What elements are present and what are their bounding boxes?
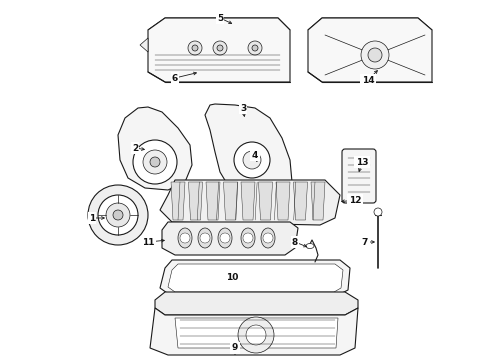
Polygon shape xyxy=(223,182,238,220)
Polygon shape xyxy=(150,308,358,355)
Text: 14: 14 xyxy=(362,76,374,85)
Ellipse shape xyxy=(241,228,255,248)
Circle shape xyxy=(106,203,130,227)
Circle shape xyxy=(188,41,202,55)
Polygon shape xyxy=(294,182,308,220)
Circle shape xyxy=(243,233,253,243)
Polygon shape xyxy=(206,182,220,220)
Circle shape xyxy=(361,41,389,69)
Polygon shape xyxy=(189,182,202,220)
Polygon shape xyxy=(308,18,432,82)
Circle shape xyxy=(248,41,262,55)
Polygon shape xyxy=(160,260,350,295)
Polygon shape xyxy=(148,18,290,82)
Circle shape xyxy=(213,41,227,55)
Circle shape xyxy=(88,185,148,245)
Polygon shape xyxy=(162,222,298,255)
Text: 10: 10 xyxy=(226,274,238,283)
Polygon shape xyxy=(175,318,338,348)
Circle shape xyxy=(200,233,210,243)
Circle shape xyxy=(246,325,266,345)
Polygon shape xyxy=(140,38,148,52)
Text: 6: 6 xyxy=(172,73,178,82)
Circle shape xyxy=(192,45,198,51)
Circle shape xyxy=(263,233,273,243)
Polygon shape xyxy=(171,182,185,220)
Ellipse shape xyxy=(306,243,314,248)
Polygon shape xyxy=(148,18,290,30)
Text: 9: 9 xyxy=(232,343,238,352)
Ellipse shape xyxy=(178,228,192,248)
Polygon shape xyxy=(155,292,358,315)
Ellipse shape xyxy=(198,228,212,248)
Text: 12: 12 xyxy=(349,195,361,204)
FancyBboxPatch shape xyxy=(342,149,376,203)
Polygon shape xyxy=(205,104,292,208)
Polygon shape xyxy=(168,264,343,292)
Polygon shape xyxy=(259,182,272,220)
Circle shape xyxy=(374,208,382,216)
Circle shape xyxy=(252,45,258,51)
Circle shape xyxy=(133,140,177,184)
Ellipse shape xyxy=(261,228,275,248)
Circle shape xyxy=(234,142,270,178)
Text: 13: 13 xyxy=(356,158,368,166)
Text: 11: 11 xyxy=(142,238,154,247)
Circle shape xyxy=(217,45,223,51)
Circle shape xyxy=(98,195,138,235)
Text: 1: 1 xyxy=(89,213,95,222)
Polygon shape xyxy=(241,182,255,220)
Circle shape xyxy=(368,48,382,62)
Circle shape xyxy=(238,317,274,353)
Text: 2: 2 xyxy=(132,144,138,153)
Polygon shape xyxy=(118,107,192,190)
Circle shape xyxy=(220,233,230,243)
Circle shape xyxy=(243,151,261,169)
Text: 8: 8 xyxy=(292,238,298,247)
Text: 5: 5 xyxy=(217,14,223,23)
Circle shape xyxy=(150,157,160,167)
Ellipse shape xyxy=(218,228,232,248)
Text: 4: 4 xyxy=(252,150,258,159)
Polygon shape xyxy=(308,18,432,30)
Polygon shape xyxy=(160,180,340,225)
Text: 3: 3 xyxy=(240,104,246,113)
Polygon shape xyxy=(311,182,325,220)
Circle shape xyxy=(113,210,123,220)
Polygon shape xyxy=(276,182,290,220)
Circle shape xyxy=(143,150,167,174)
Text: 7: 7 xyxy=(362,238,368,247)
Circle shape xyxy=(180,233,190,243)
